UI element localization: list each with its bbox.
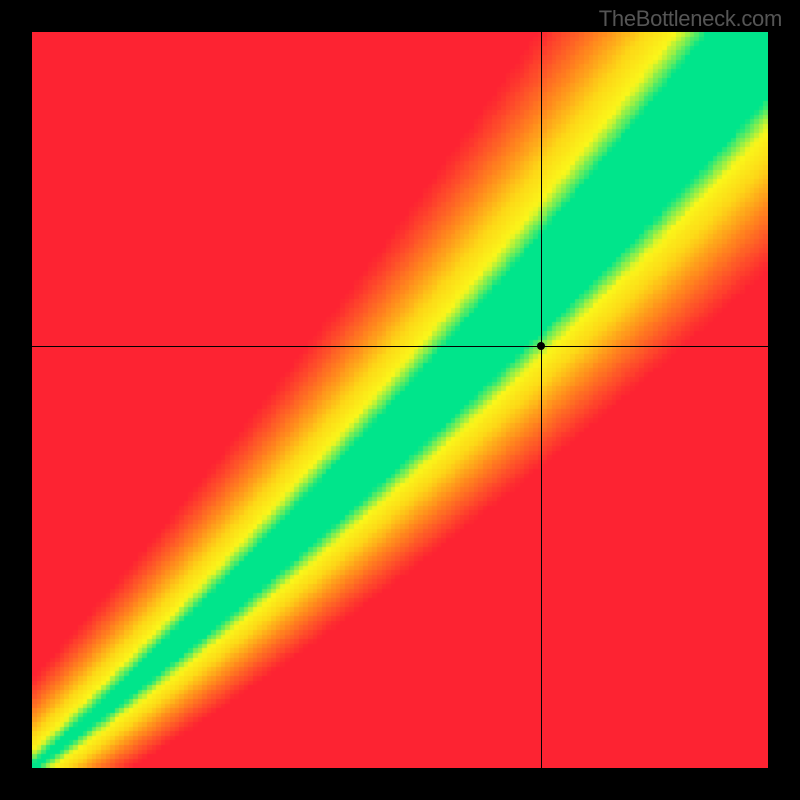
outer-border — [0, 0, 800, 800]
chart-container: TheBottleneck.com — [0, 0, 800, 800]
crosshair-marker — [537, 342, 545, 350]
crosshair-horizontal — [32, 346, 768, 347]
plot-area — [32, 32, 768, 768]
crosshair-vertical — [541, 32, 542, 768]
watermark-text: TheBottleneck.com — [599, 6, 782, 32]
heatmap-canvas — [32, 32, 768, 768]
